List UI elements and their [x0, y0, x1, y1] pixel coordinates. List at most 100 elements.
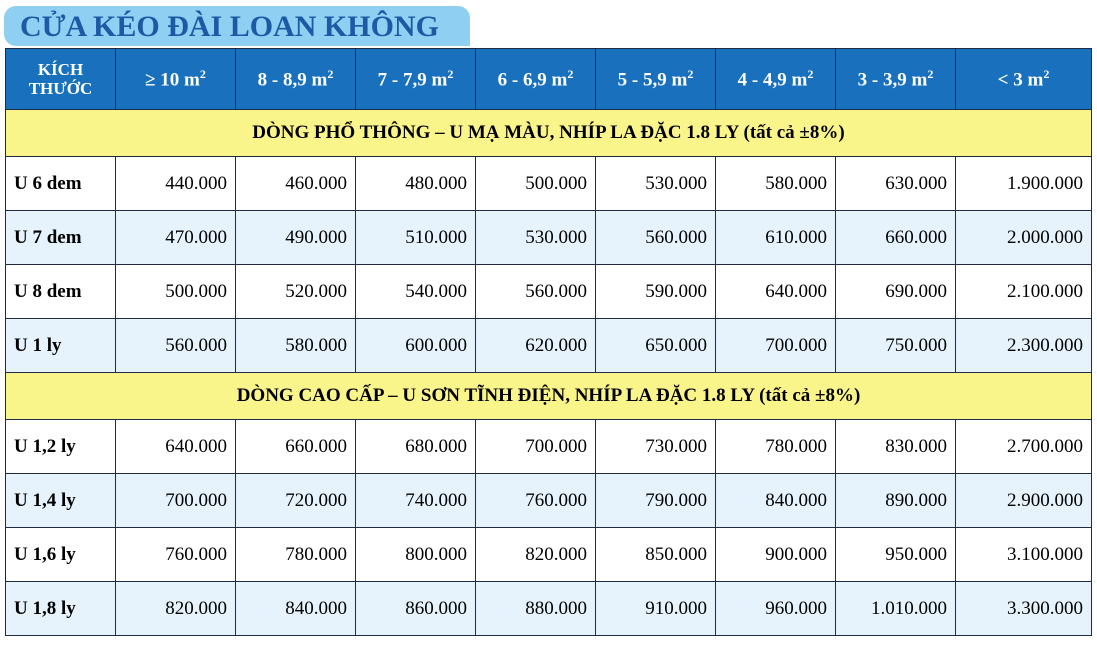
row-label: U 1,8 ly — [5, 581, 116, 636]
price-cell: 690.000 — [835, 264, 956, 319]
data-row: U 1,8 ly 820.000 840.000 860.000 880.000 910.… — [5, 581, 1092, 636]
price-cell: 740.000 — [355, 473, 476, 528]
row-label: U 1,6 ly — [5, 527, 116, 582]
price-cell: 780.000 — [235, 527, 356, 582]
header-sup: 2 — [807, 66, 814, 81]
column-header: 7 - 7,9 m2 — [355, 48, 476, 110]
data-row: U 8 dem 500.000 520.000 540.000 560.000 590.0… — [5, 264, 1092, 319]
header-text: 8 - 8,9 m — [257, 69, 328, 91]
section-title: DÒNG CAO CẤP – U SƠN TĨNH ĐIỆN, NHÍP LA … — [5, 372, 1092, 420]
price-cell: 700.000 — [475, 419, 596, 474]
column-header: 8 - 8,9 m2 — [235, 48, 356, 110]
price-cell: 780.000 — [715, 419, 836, 474]
price-cell: 820.000 — [475, 527, 596, 582]
price-cell: 500.000 — [475, 156, 596, 211]
price-cell: 680.000 — [355, 419, 476, 474]
header-line: THƯỚC — [28, 79, 93, 98]
price-cell: 580.000 — [715, 156, 836, 211]
row-label: U 1,4 ly — [5, 473, 116, 528]
price-cell: 910.000 — [595, 581, 716, 636]
header-sup: 2 — [927, 66, 934, 81]
price-cell: 560.000 — [475, 264, 596, 319]
price-cell: 830.000 — [835, 419, 956, 474]
header-sup: 2 — [199, 66, 206, 81]
price-cell: 750.000 — [835, 318, 956, 373]
header-sup: 2 — [327, 66, 334, 81]
price-cell: 460.000 — [235, 156, 356, 211]
price-cell: 470.000 — [115, 210, 236, 265]
price-cell: 610.000 — [715, 210, 836, 265]
data-row: U 1,4 ly 700.000 720.000 740.000 760.000 790.… — [5, 473, 1092, 528]
price-cell: 700.000 — [715, 318, 836, 373]
price-cell: 630.000 — [835, 156, 956, 211]
price-cell: 660.000 — [835, 210, 956, 265]
row-label: U 1 ly — [5, 318, 116, 373]
column-header: 6 - 6,9 m2 — [475, 48, 596, 110]
price-cell: 530.000 — [475, 210, 596, 265]
header-text: ≥ 10 m — [145, 69, 200, 91]
header-text: 4 - 4,9 m — [737, 69, 808, 91]
column-header: KÍCH THƯỚC — [5, 48, 116, 110]
row-label: U 7 dem — [5, 210, 116, 265]
data-row: U 7 dem 470.000 490.000 510.000 530.000 560.0… — [5, 210, 1092, 265]
row-label: U 6 dem — [5, 156, 116, 211]
header-sup: 2 — [447, 66, 454, 81]
price-cell: 560.000 — [595, 210, 716, 265]
price-cell: 660.000 — [235, 419, 356, 474]
price-cell: 640.000 — [115, 419, 236, 474]
section-row: DÒNG PHỔ THÔNG – U MẠ MÀU, NHÍP LA ĐẶC 1… — [5, 109, 1092, 157]
price-cell: 850.000 — [595, 527, 716, 582]
price-cell: 860.000 — [355, 581, 476, 636]
title: CỬA KÉO ĐÀI LOAN KHÔNG LÁ — [4, 6, 470, 85]
header-text: 7 - 7,9 m — [377, 69, 448, 91]
price-cell: 800.000 — [355, 527, 476, 582]
price-cell: 650.000 — [595, 318, 716, 373]
price-cell: 2.900.000 — [955, 473, 1092, 528]
price-cell: 3.300.000 — [955, 581, 1092, 636]
price-cell: 520.000 — [235, 264, 356, 319]
column-header: 5 - 5,9 m2 — [595, 48, 716, 110]
section-row: DÒNG CAO CẤP – U SƠN TĨNH ĐIỆN, NHÍP LA … — [5, 372, 1092, 420]
row-label: U 1,2 ly — [5, 419, 116, 474]
price-cell: 820.000 — [115, 581, 236, 636]
price-cell: 1.010.000 — [835, 581, 956, 636]
price-cell: 960.000 — [715, 581, 836, 636]
header-text: 3 - 3,9 m — [857, 69, 928, 91]
price-cell: 490.000 — [235, 210, 356, 265]
price-cell: 900.000 — [715, 527, 836, 582]
price-cell: 530.000 — [595, 156, 716, 211]
header-sup: 2 — [567, 66, 574, 81]
price-cell: 2.100.000 — [955, 264, 1092, 319]
price-cell: 640.000 — [715, 264, 836, 319]
column-header: ≥ 10 m2 — [115, 48, 236, 110]
header-sup: 2 — [1043, 66, 1050, 81]
row-label: U 8 dem — [5, 264, 116, 319]
price-cell: 590.000 — [595, 264, 716, 319]
section-title: DÒNG PHỔ THÔNG – U MẠ MÀU, NHÍP LA ĐẶC 1… — [5, 109, 1092, 157]
price-cell: 890.000 — [835, 473, 956, 528]
price-cell: 620.000 — [475, 318, 596, 373]
column-header: 4 - 4,9 m2 — [715, 48, 836, 110]
price-cell: 540.000 — [355, 264, 476, 319]
data-row: U 1,6 ly 760.000 780.000 800.000 820.000 850.… — [5, 527, 1092, 582]
column-header: < 3 m2 — [955, 48, 1092, 110]
header-sup: 2 — [687, 66, 694, 81]
price-cell: 760.000 — [115, 527, 236, 582]
data-row: U 1,2 ly 640.000 660.000 680.000 700.000 730.… — [5, 419, 1092, 474]
header-text: < 3 m — [997, 69, 1044, 91]
price-cell: 790.000 — [595, 473, 716, 528]
price-cell: 2.700.000 — [955, 419, 1092, 474]
price-cell: 760.000 — [475, 473, 596, 528]
price-cell: 2.000.000 — [955, 210, 1092, 265]
price-cell: 2.300.000 — [955, 318, 1092, 373]
price-cell: 560.000 — [115, 318, 236, 373]
header-row: KÍCH THƯỚC ≥ 10 m2 8 - 8,9 m2 7 - 7,9 m2 6 - … — [5, 48, 1092, 110]
header-text: 5 - 5,9 m — [617, 69, 688, 91]
price-cell: 1.900.000 — [955, 156, 1092, 211]
price-cell: 600.000 — [355, 318, 476, 373]
price-cell: 700.000 — [115, 473, 236, 528]
price-cell: 880.000 — [475, 581, 596, 636]
price-cell: 720.000 — [235, 473, 356, 528]
price-cell: 480.000 — [355, 156, 476, 211]
